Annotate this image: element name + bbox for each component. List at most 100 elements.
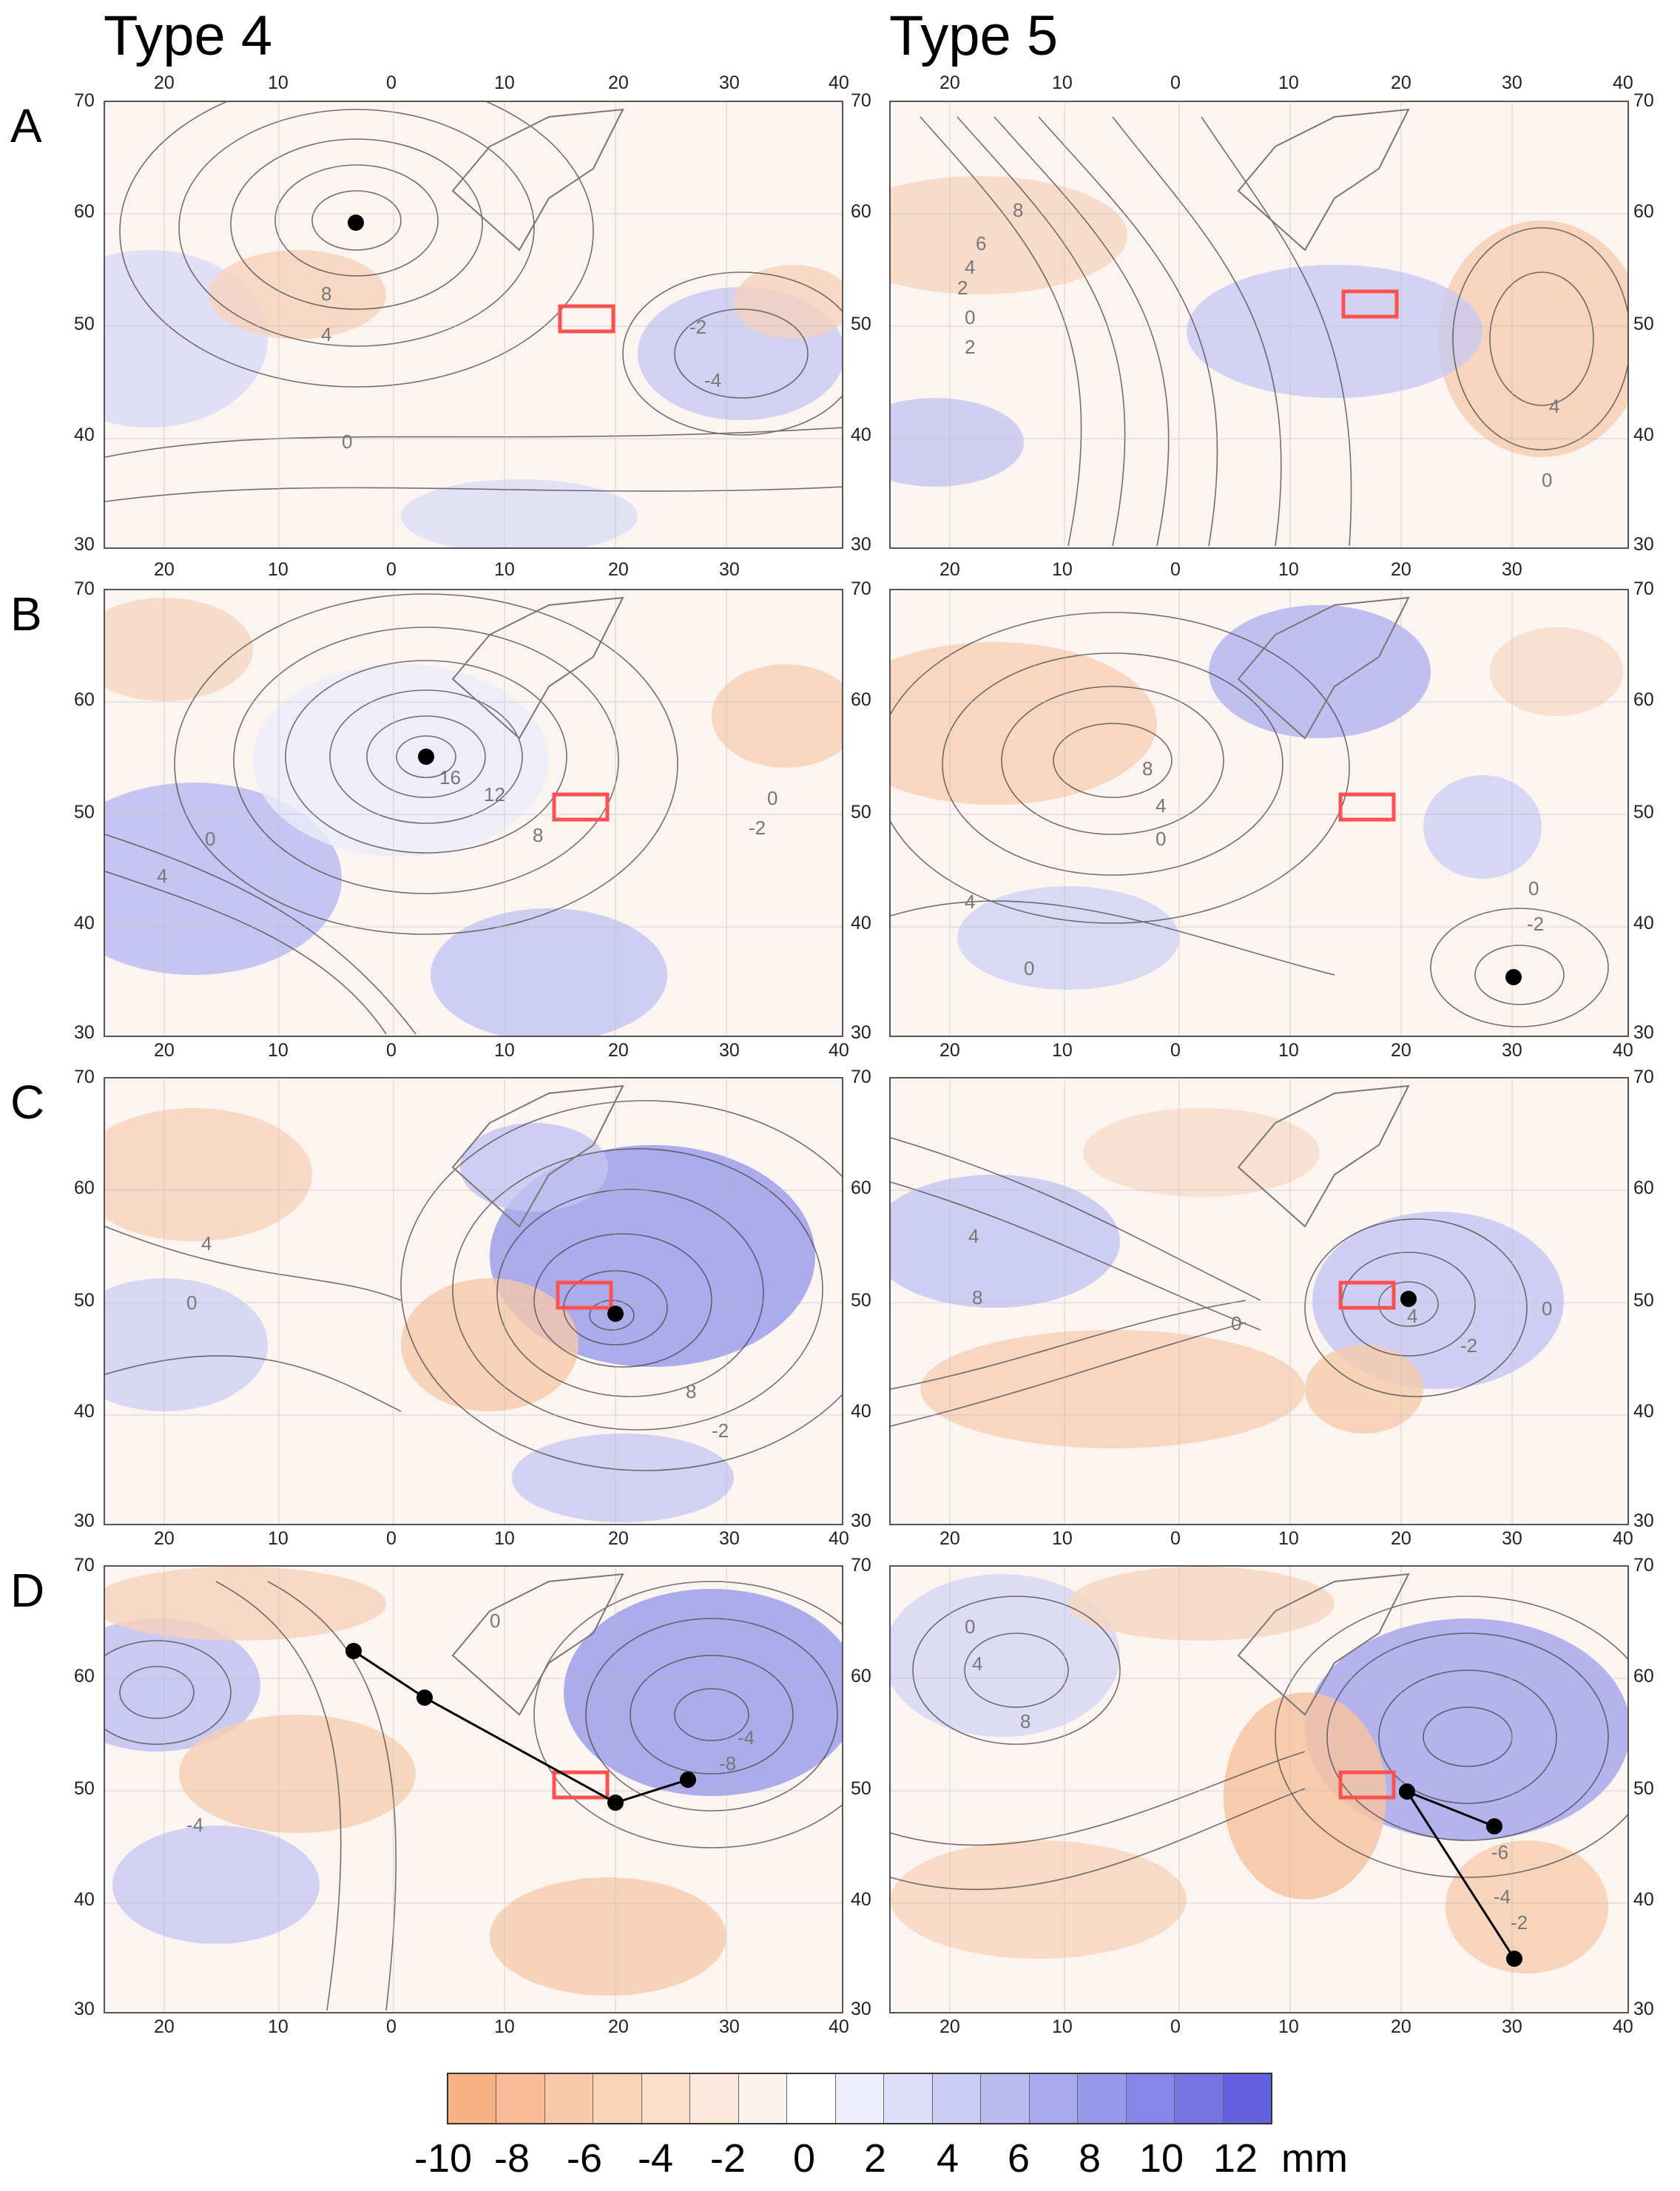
lon-tick: 30 <box>1502 1528 1522 1549</box>
lat-tick: 30 <box>74 1999 95 2019</box>
colorbar-swatch <box>738 2074 788 2123</box>
contour-label: -2 <box>1511 1911 1528 1934</box>
lon-tick: 10 <box>1278 559 1299 580</box>
lat-tick: 70 <box>851 90 871 111</box>
lon-tick: 20 <box>154 1040 175 1061</box>
lon-tick: 40 <box>1613 1040 1633 1061</box>
lat-tick: 50 <box>74 1290 95 1311</box>
lat-tick: 70 <box>74 578 95 599</box>
lat-tick: 70 <box>1633 1555 1654 1576</box>
lon-tick: 10 <box>1052 1040 1073 1061</box>
colorbar-swatch <box>787 2074 836 2123</box>
lon-tick: 10 <box>268 1528 289 1549</box>
colorbar-swatch <box>1175 2074 1224 2123</box>
panel-d-type4: 0 -4 -8 -4 <box>104 1565 843 2013</box>
lon-tick: 20 <box>608 559 629 580</box>
colorbar-tick: 10 <box>1139 2136 1184 2181</box>
contour-label: 4 <box>1156 794 1166 817</box>
lon-tick: 10 <box>1278 72 1299 93</box>
lon-tick: 10 <box>268 2016 289 2037</box>
contour-label: 0 <box>490 1610 500 1632</box>
lon-tick: 0 <box>1170 1040 1181 1061</box>
row-label-d: D <box>10 1564 45 1617</box>
lon-tick: 10 <box>494 72 515 93</box>
cyclone-track <box>1406 1791 1516 1959</box>
contour-label: 4 <box>965 891 975 913</box>
colorbar-tick: -6 <box>567 2136 603 2181</box>
contour-label: 0 <box>1156 828 1166 850</box>
panel-c-type4: 4 0 8 -2 <box>104 1077 843 1525</box>
colorbar-tick: -10 <box>414 2136 473 2181</box>
colorbar-swatch <box>835 2074 885 2123</box>
title-type5: Type 5 <box>889 4 1059 67</box>
contour-label: -4 <box>704 369 721 391</box>
lat-tick: 70 <box>1633 578 1654 599</box>
lon-tick: 20 <box>939 2016 960 2037</box>
lat-tick: 30 <box>74 534 95 555</box>
colorbar-tick: 6 <box>1008 2136 1030 2181</box>
lat-tick: 50 <box>851 1778 871 1799</box>
lat-tick: 60 <box>74 689 95 710</box>
contour-label: 0 <box>965 306 975 328</box>
lat-tick: 40 <box>1633 913 1654 934</box>
lat-tick: 70 <box>74 90 95 111</box>
lat-tick: 30 <box>1633 1999 1654 2019</box>
lat-tick: 50 <box>74 314 95 334</box>
contour-label: 0 <box>342 431 352 453</box>
lat-tick: 60 <box>1633 201 1654 222</box>
contour-label: 8 <box>533 824 543 846</box>
contour-label: 8 <box>686 1380 696 1402</box>
contour-label: 4 <box>321 323 331 345</box>
lat-tick: 40 <box>1633 1401 1654 1422</box>
lon-tick: 30 <box>719 1528 740 1549</box>
track-point <box>1486 1818 1502 1834</box>
lat-tick: 30 <box>851 1022 871 1043</box>
lat-tick: 50 <box>74 1778 95 1799</box>
contour-label: 8 <box>321 283 331 305</box>
cyclone-center-marker <box>418 749 434 765</box>
colorbar-swatch <box>544 2074 594 2123</box>
cyclone-track <box>1406 1790 1495 1828</box>
lon-tick: 20 <box>1391 559 1411 580</box>
contour-label: -2 <box>1460 1334 1477 1357</box>
track-point <box>680 1772 696 1788</box>
contour-label: 4 <box>1549 395 1559 417</box>
lat-tick: 40 <box>74 425 95 445</box>
lon-tick: 40 <box>829 1040 849 1061</box>
lon-tick: 20 <box>939 559 960 580</box>
cyclone-center-marker <box>348 215 364 231</box>
lon-tick: 10 <box>268 72 289 93</box>
lat-tick: 70 <box>1633 90 1654 111</box>
colorbar-swatch <box>1029 2074 1079 2123</box>
lon-tick: 0 <box>1170 1528 1181 1549</box>
colorbar-swatch <box>981 2074 1030 2123</box>
lon-tick: 10 <box>1278 1528 1299 1549</box>
lat-tick: 30 <box>74 1510 95 1531</box>
contour-label: 8 <box>1142 757 1153 780</box>
colorbar-swatch <box>932 2074 982 2123</box>
lon-tick: 20 <box>154 2016 175 2037</box>
lon-tick: 20 <box>154 72 175 93</box>
study-area-box <box>1341 289 1399 319</box>
lon-tick: 20 <box>939 1528 960 1549</box>
cyclone-center-marker <box>607 1306 624 1322</box>
lon-tick: 30 <box>1502 1040 1522 1061</box>
track-point <box>416 1689 433 1706</box>
track-point <box>607 1795 624 1811</box>
lat-tick: 40 <box>851 1889 871 1910</box>
colorbar-tick: -4 <box>638 2136 674 2181</box>
contour-label: 0 <box>186 1292 197 1314</box>
lon-tick: 10 <box>1278 1040 1299 1061</box>
lat-tick: 50 <box>851 314 871 334</box>
contour-label: 2 <box>957 277 968 299</box>
title-type4: Type 4 <box>104 4 273 67</box>
colorbar-swatch <box>593 2074 642 2123</box>
lon-tick: 10 <box>1052 2016 1073 2037</box>
contour-label: 6 <box>976 232 986 254</box>
lon-tick: 0 <box>386 559 397 580</box>
contour-label: 0 <box>1528 877 1539 899</box>
contour-label: 4 <box>157 865 167 887</box>
lat-tick: 60 <box>1633 1666 1654 1687</box>
lat-tick: 30 <box>851 534 871 555</box>
colorbar-tick: -8 <box>494 2136 530 2181</box>
